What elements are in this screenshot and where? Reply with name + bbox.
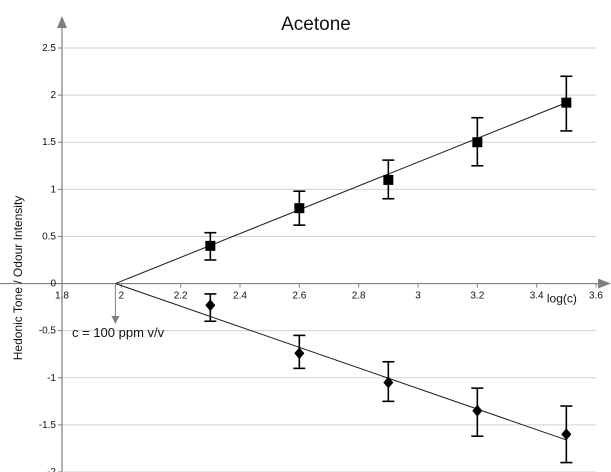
x-tick-label-2: 2.2 bbox=[174, 291, 188, 302]
y-tick-label-1: -1.5 bbox=[39, 420, 57, 431]
x-tick-label-0: 1.8 bbox=[55, 291, 69, 302]
tick-labels: -2 -1.5 -1 -0.5 0 0.5 1 1.5 2 2.5 1.8 2 2.2 2.4 2.6 2.8… bbox=[39, 43, 603, 472]
x-tick-label-5: 2.8 bbox=[352, 291, 366, 302]
marker-diamond-1 bbox=[294, 347, 305, 360]
annotation-text: c = 100 ppm v/v bbox=[72, 325, 165, 340]
grid-lines bbox=[62, 47, 596, 472]
y-axis-arrow bbox=[57, 16, 67, 28]
y-tick-label-6: 1 bbox=[50, 184, 56, 195]
marker-diamond-3 bbox=[472, 404, 483, 417]
y-tick-label-8: 2 bbox=[50, 90, 56, 101]
y-tick-label-0: -2 bbox=[47, 467, 56, 472]
error-bars bbox=[204, 75, 573, 464]
trendline-series-0 bbox=[115, 102, 567, 285]
y-tick-label-4: 0 bbox=[50, 279, 56, 290]
x-tick-label-4: 2.6 bbox=[292, 291, 306, 302]
annotation-arrow-head bbox=[111, 316, 120, 324]
x-axis-label: log(c) bbox=[547, 292, 577, 306]
x-axis-arrow bbox=[598, 278, 611, 289]
marker-square-1 bbox=[294, 203, 305, 214]
data-markers bbox=[205, 97, 572, 441]
chart-title: Acetone bbox=[281, 14, 351, 35]
y-tick-label-5: 0.5 bbox=[42, 231, 56, 242]
marker-square-4 bbox=[561, 97, 572, 108]
x-tick-label-7: 3.2 bbox=[470, 291, 484, 302]
y-tick-label-9: 2.5 bbox=[42, 43, 56, 54]
trendlines bbox=[115, 102, 567, 441]
trendline-series-1 bbox=[115, 283, 567, 441]
marker-diamond-0 bbox=[205, 299, 216, 312]
annotation: c = 100 ppm v/v bbox=[72, 283, 165, 340]
x-tick-label-9: 3.6 bbox=[589, 291, 603, 302]
y-axis-label: Hedonic Tone / Odour Intensity bbox=[11, 196, 25, 361]
axes bbox=[0, 16, 611, 472]
marker-diamond-4 bbox=[561, 428, 572, 441]
y-tick-label-7: 1.5 bbox=[42, 137, 56, 148]
x-tick-label-6: 3 bbox=[415, 291, 421, 302]
x-tick-label-3: 2.4 bbox=[233, 291, 247, 302]
y-tick-label-2: -1 bbox=[47, 373, 56, 384]
marker-square-2 bbox=[383, 174, 394, 185]
x-tick-label-1: 2 bbox=[119, 291, 125, 302]
marker-square-3 bbox=[472, 137, 483, 148]
marker-diamond-2 bbox=[383, 376, 394, 389]
x-tick-label-8: 3.4 bbox=[530, 291, 544, 302]
marker-square-0 bbox=[205, 240, 216, 251]
y-tick-label-3: -0.5 bbox=[39, 326, 57, 337]
